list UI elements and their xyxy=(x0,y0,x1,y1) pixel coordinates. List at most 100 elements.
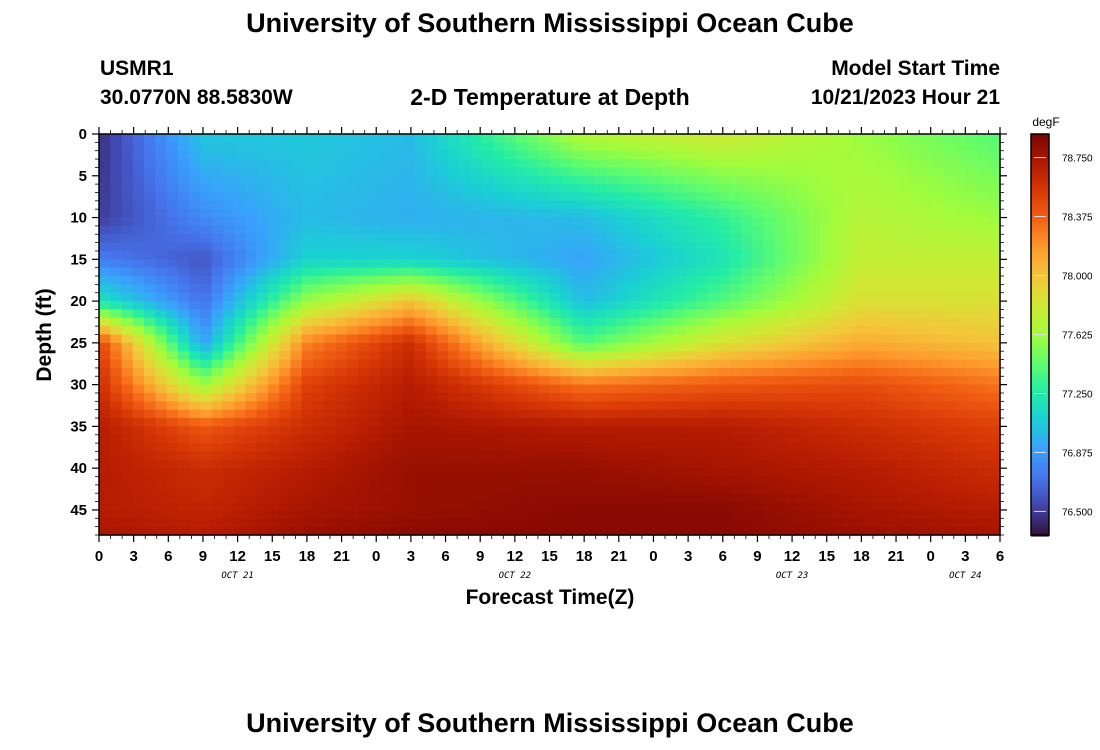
heatmap-cell xyxy=(301,276,314,285)
heatmap-cell xyxy=(673,134,686,143)
heatmap-cell xyxy=(425,493,438,503)
heatmap-cell xyxy=(605,150,618,160)
heatmap-cell xyxy=(864,359,877,369)
heatmap-cell xyxy=(245,250,258,260)
heatmap-cell xyxy=(290,301,303,311)
heatmap-cell xyxy=(988,167,1001,177)
heatmap-cell xyxy=(943,142,956,152)
heatmap-cell xyxy=(369,367,382,377)
heatmap-cell xyxy=(966,259,979,269)
heatmap-cell xyxy=(290,484,303,494)
heatmap-cell xyxy=(628,443,641,453)
heatmap-cell xyxy=(414,409,427,419)
heatmap-cell xyxy=(774,250,787,260)
heatmap-cell xyxy=(380,468,393,478)
heatmap-cell xyxy=(391,150,404,160)
heatmap-cell xyxy=(358,309,370,319)
heatmap-cell xyxy=(921,443,934,453)
heatmap-cell xyxy=(256,443,269,453)
heatmap-cell xyxy=(864,259,877,269)
heatmap-cell xyxy=(954,518,967,528)
heatmap-cell xyxy=(436,518,449,528)
heatmap-cell xyxy=(144,167,156,177)
heatmap-cell xyxy=(346,418,359,427)
heatmap-cell xyxy=(436,526,449,536)
heatmap-cell xyxy=(763,242,776,252)
heatmap-cell xyxy=(921,242,934,252)
heatmap-cell xyxy=(403,376,415,386)
heatmap-cell xyxy=(121,234,134,244)
colorbar-segment xyxy=(1031,486,1049,489)
heatmap-cell xyxy=(831,392,843,402)
heatmap-cell xyxy=(312,376,325,386)
heatmap-cell xyxy=(526,284,539,294)
heatmap-cell xyxy=(572,359,584,369)
heatmap-cell xyxy=(560,284,573,294)
heatmap-cell xyxy=(842,443,855,453)
heatmap-cell xyxy=(414,509,427,519)
heatmap-cell xyxy=(662,401,674,411)
heatmap-cell xyxy=(718,451,731,461)
heatmap-cell xyxy=(425,267,438,277)
heatmap-cell xyxy=(358,468,370,478)
heatmap-cell xyxy=(786,309,798,319)
heatmap-cell xyxy=(853,443,866,453)
heatmap-cell xyxy=(504,150,517,160)
heatmap-cell xyxy=(234,401,247,411)
heatmap-cell xyxy=(459,301,472,311)
heatmap-cell xyxy=(954,476,967,486)
heatmap-cell xyxy=(549,409,562,419)
heatmap-cell xyxy=(707,134,720,143)
heatmap-cell xyxy=(763,301,776,311)
heatmap-cell xyxy=(572,142,584,152)
heatmap-cell xyxy=(369,409,382,419)
heatmap-cell xyxy=(279,384,292,394)
heatmap-cell xyxy=(797,142,810,152)
heatmap-cell xyxy=(594,443,607,453)
colorbar-segment xyxy=(1031,262,1049,265)
heatmap-cell xyxy=(752,184,765,194)
heatmap-cell xyxy=(155,134,168,143)
heatmap-cell xyxy=(267,150,280,160)
heatmap-cell xyxy=(583,359,596,369)
heatmap-cell xyxy=(549,309,562,319)
heatmap-cell xyxy=(526,259,539,269)
heatmap-cell xyxy=(324,392,337,402)
heatmap-cell xyxy=(380,518,393,528)
heatmap-cell xyxy=(605,317,618,327)
heatmap-cell xyxy=(718,317,731,327)
heatmap-cell xyxy=(594,150,607,160)
heatmap-cell xyxy=(211,342,224,352)
heatmap-cell xyxy=(673,443,686,453)
heatmap-cell xyxy=(132,434,145,444)
heatmap-cell xyxy=(954,334,967,344)
heatmap-cell xyxy=(639,200,652,210)
heatmap-cell xyxy=(729,476,742,486)
heatmap-cell xyxy=(853,484,866,494)
heatmap-cell xyxy=(876,443,888,453)
heatmap-cell xyxy=(605,342,618,352)
heatmap-cell xyxy=(504,493,517,503)
heatmap-cell xyxy=(538,250,551,260)
colorbar-segment xyxy=(1031,268,1049,271)
heatmap-cell xyxy=(155,518,168,528)
heatmap-cell xyxy=(110,317,123,327)
heatmap-cell xyxy=(358,384,370,394)
heatmap-cell xyxy=(954,384,967,394)
colorbar-segment xyxy=(1031,238,1049,241)
heatmap-cell xyxy=(177,326,190,336)
heatmap-cell xyxy=(436,276,449,285)
heatmap-cell xyxy=(639,317,652,327)
heatmap-cell xyxy=(763,418,776,427)
x-tick-label: 12 xyxy=(507,548,524,565)
heatmap-cell xyxy=(144,434,156,444)
heatmap-cell xyxy=(380,484,393,494)
heatmap-cell xyxy=(335,392,348,402)
heatmap-cell xyxy=(369,418,382,427)
colorbar-segment xyxy=(1031,508,1049,511)
heatmap-cell xyxy=(222,317,235,327)
heatmap-cell xyxy=(695,401,708,411)
heatmap-cell xyxy=(234,342,247,352)
heatmap-cell xyxy=(774,359,787,369)
heatmap-cell xyxy=(414,250,427,260)
